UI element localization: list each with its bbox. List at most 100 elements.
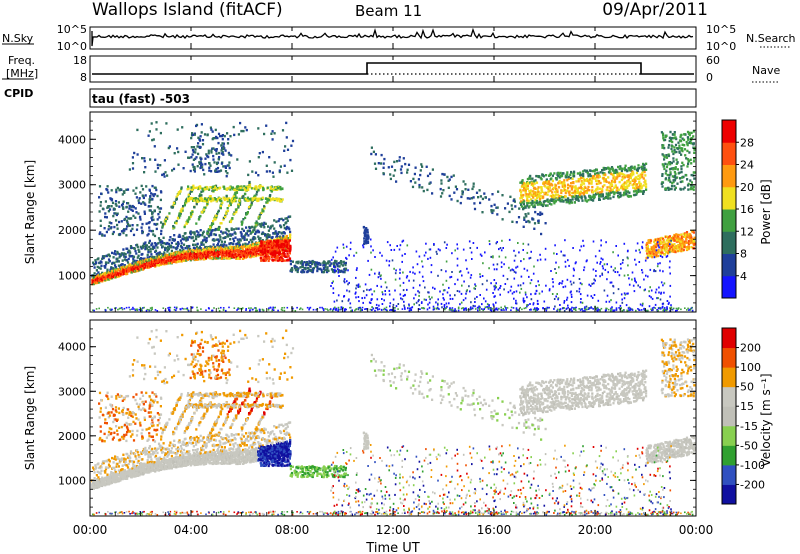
power-cell-4746 [663,241,666,244]
power-cell-3652 [399,168,403,171]
power-cell-1374 [220,240,223,243]
power-cell-3824 [523,206,526,210]
power-cell-3738 [467,188,470,191]
power-cell-4207 [581,192,584,195]
power-cell-3360 [142,196,145,200]
power-cell-4085 [562,200,565,203]
power-cell-4362 [604,178,607,181]
power-cell-3590 [131,162,135,165]
power-cell-3901 [535,174,538,178]
power-cell-1143 [198,245,201,248]
power-cell-3763 [459,201,462,205]
power-cell-967 [182,235,185,238]
power-cell-3673 [456,199,459,203]
power-cell-4486 [623,191,626,194]
power-cell-4611 [642,177,645,180]
power-cell-4873 [683,245,686,249]
power-cell-3321 [116,223,119,227]
power-cell-4768 [667,236,670,240]
power-cell-2321 [276,259,279,262]
power-cell-4680 [653,240,656,244]
power-cell-4349 [602,173,605,176]
power-cell-3966 [545,174,548,177]
power-cell-2768 [242,194,245,198]
power-cell-132 [103,274,106,277]
power-cell-3975 [545,186,548,189]
power-cell-2514 [323,270,326,273]
power-cell-1670 [248,229,251,233]
power-cell-324 [121,272,124,275]
power-cell-4438 [616,186,619,189]
power-cell-110 [101,271,104,275]
power-cell-3123 [246,196,250,199]
power-cell-3467 [227,151,230,155]
power-cell-4060 [558,197,561,200]
power-cell-23 [92,275,95,278]
power-cell-4627 [645,188,648,191]
power-cell-2485 [323,264,326,267]
power-cell-2312 [275,246,278,249]
power-cell-3561 [285,136,288,139]
power-cell-4847 [679,244,682,247]
power-cell-1889 [270,238,273,241]
power-cell-3681 [420,163,423,166]
power-cell-3732 [468,197,471,200]
power-cell-2515 [300,261,303,264]
power-cell-2264 [278,241,281,245]
power-cell-3885 [532,196,535,199]
power-cell-2470 [322,261,325,264]
power-cell-3032 [235,187,238,190]
power-cell-3383 [105,188,108,191]
power-cell-3466 [200,131,203,134]
power-cell-1414 [224,236,227,239]
power-cell-2731 [235,191,239,194]
power-cell-4190 [578,195,581,199]
power-cell-3747 [479,195,482,198]
power-cell-4548 [632,183,636,186]
power-cell-3195 [132,189,135,192]
power-cell-1598 [242,243,245,246]
power-cell-2332 [283,244,286,247]
power-cell-3648 [509,195,512,198]
power-cell-4564 [635,184,638,188]
power-cell-4172 [576,191,579,195]
power-cell-4535 [630,174,633,177]
power-cell-3888 [532,192,536,195]
power-cell-4547 [632,186,636,190]
power-cell-3390 [134,207,137,210]
power-cell-4907 [689,241,692,245]
power-cell-791 [165,247,168,250]
power-cell-3158 [193,199,196,202]
power-cell-2795 [234,208,237,211]
power-cell-2560 [180,208,183,211]
power-cell-3626 [144,166,147,169]
power-cell-1631 [245,226,248,229]
power-cell-1613 [243,245,246,248]
power-cell-3737 [372,150,375,153]
power-cell-4856 [680,247,683,250]
power-cell-2598 [190,214,193,217]
power-cell-789 [165,262,168,266]
power-cell-1632 [245,251,248,254]
power-cell-4043 [556,196,559,199]
power-cell-2788 [238,201,242,204]
power-cell-2350 [271,241,274,244]
power-cell-3111 [223,187,226,190]
power-cell-910 [176,241,180,244]
power-cell-3564 [261,150,264,154]
power-cell-4168 [575,180,578,183]
power-cell-3391 [151,197,154,201]
power-cell-3027 [204,186,207,189]
cpid-label: CPID [4,87,33,100]
power-cell-831 [169,236,172,239]
power-cell-3146 [209,197,212,200]
power-cell-3253 [110,205,113,208]
power-cell-2733 [222,216,225,220]
power-cell-3446 [201,139,205,142]
power-cell-975 [182,238,186,241]
power-cell-990 [184,246,187,250]
power-cell-415 [129,245,133,248]
power-cell-2457 [320,268,323,272]
power-cell-3393 [114,203,117,206]
power-cell-3551 [248,160,251,163]
